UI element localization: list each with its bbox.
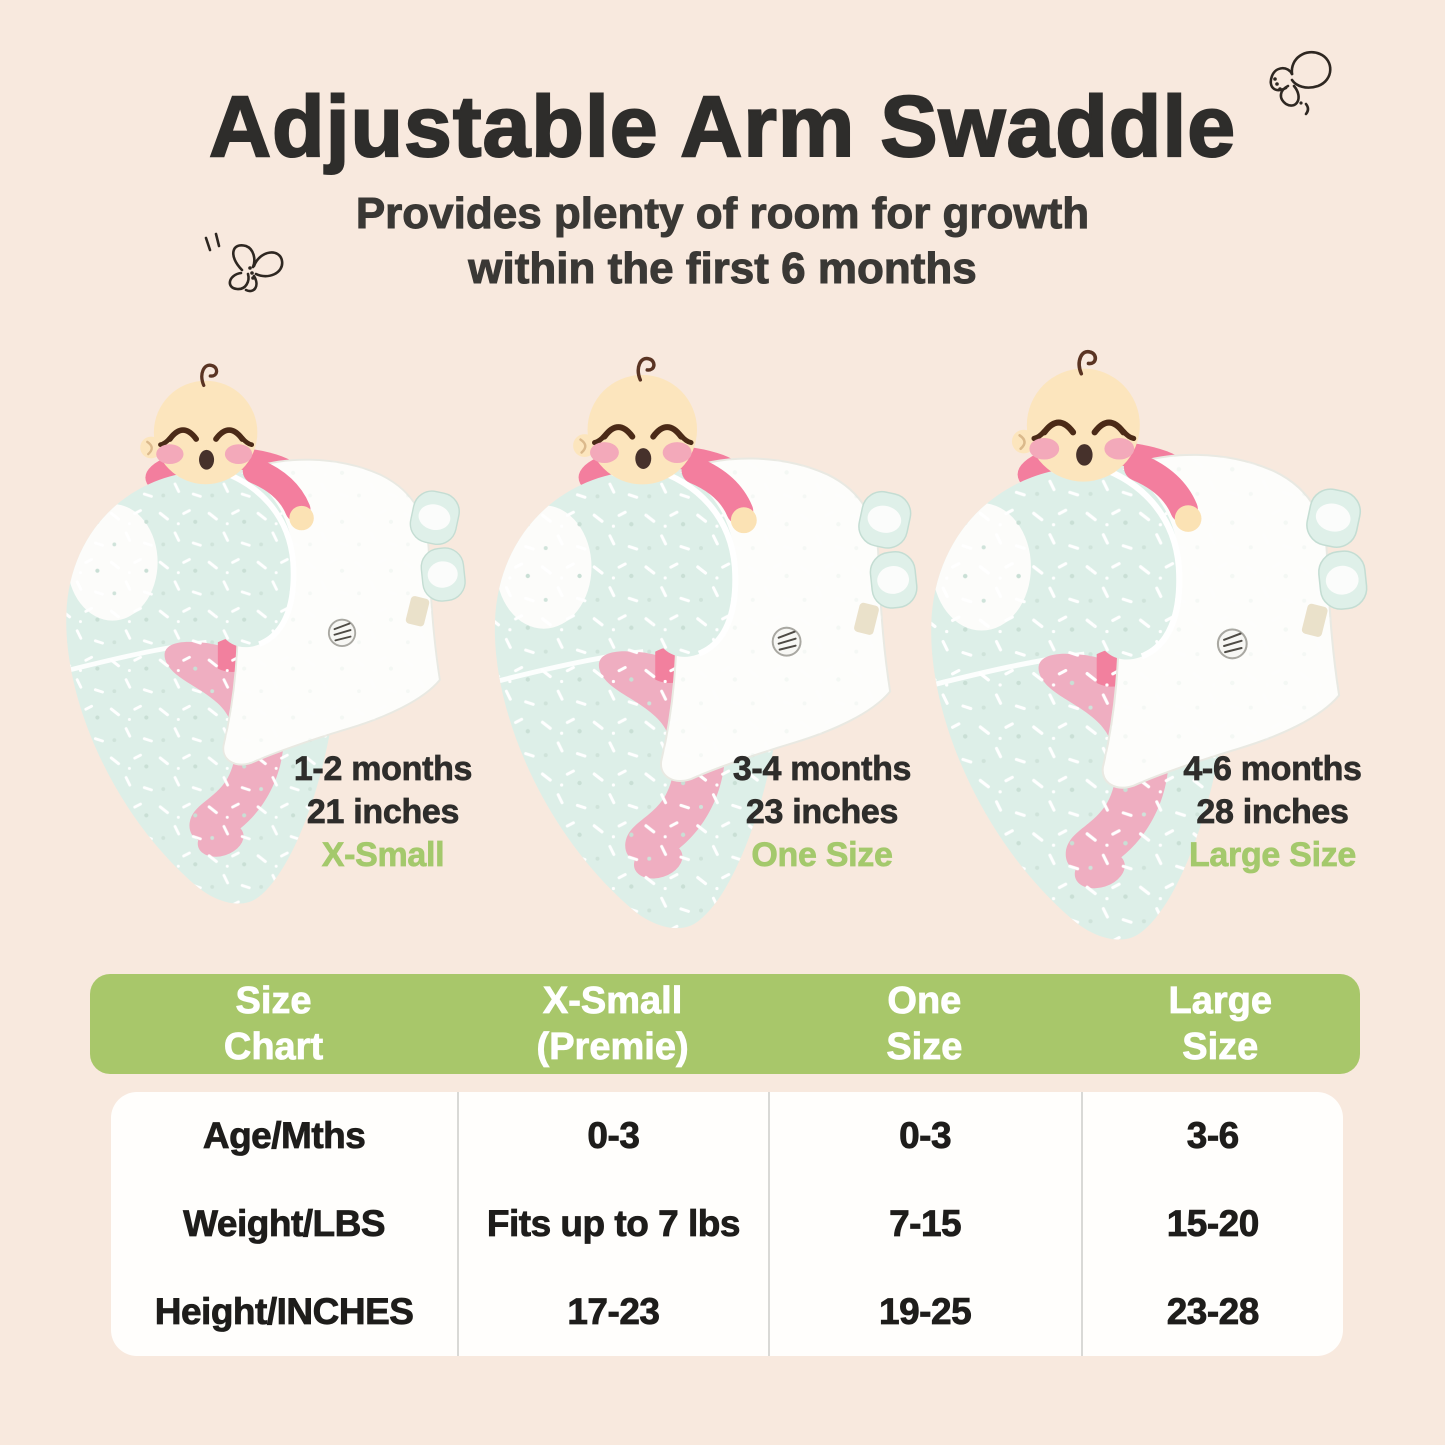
table-cell: 0-3	[457, 1092, 767, 1180]
subtitle-line-2: within the first 6 months	[468, 244, 977, 294]
butterfly-icon	[204, 232, 284, 293]
figure-label-onesize: 3-4 months 23 inches One Size	[707, 748, 937, 877]
header-cell-xsmall: X-Small (Premie)	[536, 980, 689, 1069]
figure-length-label: 28 inches	[1196, 793, 1349, 832]
table-cell: 15-20	[1080, 1180, 1343, 1268]
page-title: Adjustable Arm Swaddle	[208, 79, 1237, 175]
figure-label-large: 4-6 months 28 inches Large Size	[1150, 748, 1395, 877]
subtitle-line-1: Provides plenty of room for growth	[355, 189, 1090, 239]
figure-size-label: Large Size	[1188, 836, 1357, 875]
table-cell: 7-15	[767, 1180, 1081, 1268]
size-chart-table: Age/Mths 0-3 0-3 3-6 Weight/LBS Fits up …	[111, 1092, 1343, 1356]
figure-size-label: One Size	[751, 836, 893, 875]
figure-age-label: 3-4 months	[732, 750, 912, 789]
table-cell: 23-28	[1080, 1268, 1343, 1356]
figure-age-label: 1-2 months	[293, 750, 473, 789]
figure-size-label: X-Small	[321, 836, 445, 875]
table-cell: 17-23	[457, 1268, 767, 1356]
header-cell-large-size: Large Size	[1168, 980, 1272, 1069]
butterfly-icon	[1269, 51, 1332, 116]
row-label-age: Age/Mths	[202, 1115, 366, 1157]
table-cell: 0-3	[767, 1092, 1081, 1180]
page-subtitle: Provides plenty of room for growth withi…	[0, 186, 1445, 296]
figure-age-label: 4-6 months	[1183, 750, 1362, 789]
table-cell: 19-25	[767, 1268, 1081, 1356]
header-cell-size-chart: Size Chart	[223, 980, 324, 1069]
figure-length-label: 21 inches	[306, 793, 460, 832]
header-cell-one-size: One Size	[886, 980, 963, 1069]
row-label-height: Height/INCHES	[154, 1291, 414, 1333]
figure-label-xsmall: 1-2 months 21 inches X-Small	[268, 748, 498, 877]
size-chart-header: Size Chart X-Small (Premie) One Size Lar…	[90, 974, 1360, 1074]
figure-length-label: 23 inches	[745, 793, 899, 832]
table-cell: 3-6	[1080, 1092, 1343, 1180]
row-label-weight: Weight/LBS	[183, 1203, 386, 1245]
table-cell: Fits up to 7 lbs	[457, 1180, 767, 1268]
